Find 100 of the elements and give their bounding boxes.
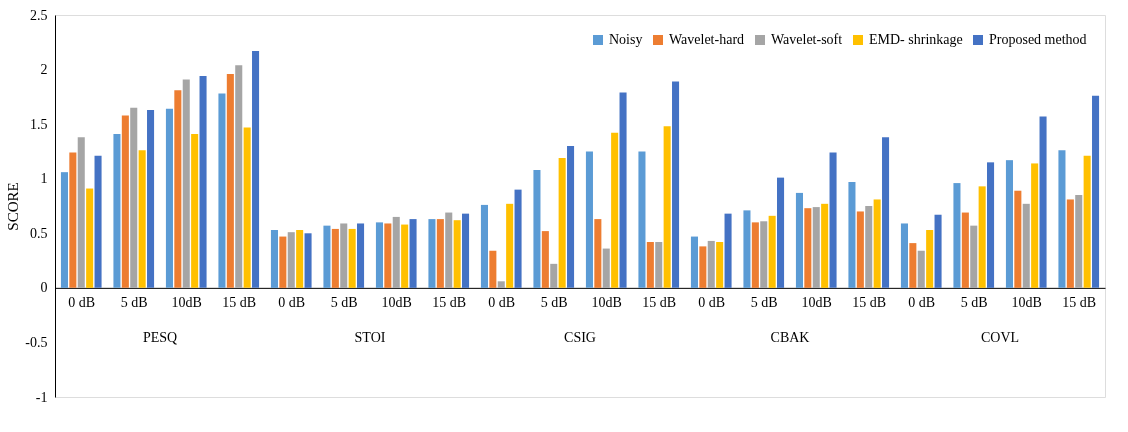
legend-label: Wavelet-hard — [669, 32, 745, 47]
bar — [1039, 116, 1047, 288]
bar — [1083, 155, 1091, 288]
bar — [270, 230, 278, 288]
bar — [94, 155, 102, 288]
annotation: PESQ — [142, 329, 178, 345]
y-axis-title: SCORE — [5, 182, 22, 231]
bar — [743, 210, 751, 288]
bar — [978, 186, 986, 288]
x-tick-label: 15 dB — [1062, 295, 1097, 311]
bar — [865, 206, 873, 288]
y-tick-label: 2.5 — [30, 7, 48, 23]
bar — [926, 230, 934, 288]
bar — [296, 230, 304, 288]
annotation: STOI — [354, 329, 386, 345]
bar — [165, 108, 173, 288]
x-tick-label: 5 dB — [120, 295, 148, 311]
bar — [428, 219, 436, 288]
x-tick-label: 15 dB — [642, 295, 677, 311]
y-tick-label: 0 — [40, 280, 48, 296]
bar — [113, 133, 121, 288]
x-tick-label: 5 dB — [960, 295, 988, 311]
bar — [707, 240, 715, 288]
bar — [147, 109, 155, 288]
annotation: COVL — [980, 329, 1020, 345]
bar — [480, 204, 488, 288]
bar — [558, 157, 566, 288]
bar — [497, 281, 505, 288]
bar — [970, 225, 978, 288]
bar — [716, 242, 724, 288]
bar — [567, 145, 575, 288]
bar — [375, 222, 383, 288]
bar — [777, 177, 785, 288]
bar — [348, 228, 356, 288]
bar — [533, 169, 541, 288]
bar — [138, 150, 146, 288]
legend-label: EMD- shrinkage — [869, 32, 963, 47]
legend-label: Noisy — [609, 32, 643, 47]
bar — [453, 220, 461, 288]
bar — [619, 92, 627, 288]
bar — [909, 243, 917, 288]
bar — [646, 242, 654, 288]
bar — [121, 115, 129, 288]
bar — [611, 132, 619, 288]
y-tick-label: 1 — [40, 171, 48, 187]
x-tick-label: 10dB — [591, 295, 622, 311]
bar — [1075, 195, 1083, 288]
bar — [252, 51, 260, 288]
x-tick-label: 0 dB — [68, 295, 96, 311]
y-tick-label: 2 — [40, 62, 48, 78]
x-tick-label: 10dB — [1011, 295, 1042, 311]
bar — [384, 223, 392, 288]
bar — [191, 133, 199, 288]
bar — [934, 214, 942, 288]
bar — [663, 126, 671, 288]
bar — [1014, 190, 1022, 288]
bar — [1092, 95, 1100, 288]
bar — [690, 236, 698, 288]
bar — [795, 192, 803, 288]
bar — [953, 183, 961, 288]
bar — [900, 223, 908, 288]
bar — [541, 231, 549, 288]
bar — [182, 79, 190, 288]
bar — [331, 228, 339, 288]
x-tick-label: 10dB — [171, 295, 202, 311]
bar — [199, 76, 207, 288]
bar — [1005, 160, 1013, 288]
bar — [323, 225, 331, 288]
bar — [873, 199, 881, 288]
bar — [812, 207, 820, 288]
bar — [409, 219, 417, 288]
bar — [1022, 203, 1030, 288]
y-tick-label: -0.5 — [25, 334, 48, 350]
x-tick-label: 5 dB — [330, 295, 358, 311]
legend-label: Wavelet-soft — [771, 32, 843, 47]
bar — [602, 248, 610, 288]
bar — [69, 152, 77, 288]
bar — [226, 73, 234, 288]
bar — [506, 203, 514, 288]
legend-label: Proposed method — [989, 32, 1087, 47]
bar — [917, 250, 925, 288]
annotation: CSIG — [564, 329, 596, 345]
x-tick-label: 15 dB — [852, 295, 887, 311]
bar — [287, 232, 295, 288]
x-tick-label: 10dB — [801, 295, 832, 311]
bar — [1066, 199, 1074, 288]
x-tick-label: 5 dB — [540, 295, 568, 311]
x-tick-label: 0 dB — [698, 295, 726, 311]
bar — [550, 263, 558, 288]
bar — [514, 189, 522, 288]
y-tick-label: 0.5 — [30, 225, 48, 241]
bar — [304, 233, 312, 288]
bar — [594, 219, 602, 288]
bar — [856, 211, 864, 288]
bar — [243, 127, 251, 288]
bar — [672, 81, 680, 288]
bar — [436, 219, 444, 288]
bar — [724, 213, 732, 288]
y-tick-label: 1.5 — [30, 116, 48, 132]
bar — [130, 107, 138, 288]
